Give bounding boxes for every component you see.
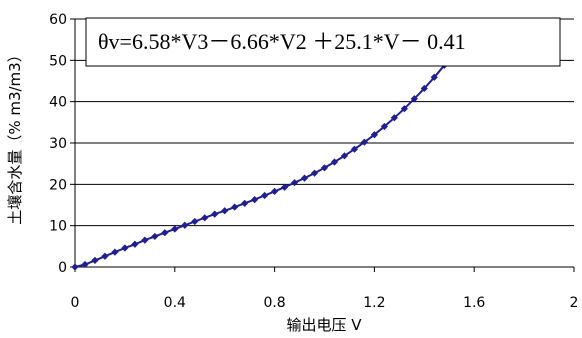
data-point <box>71 263 79 271</box>
y-tick-label: 10 <box>49 219 67 235</box>
data-point <box>141 236 149 244</box>
tick-labels: 0 10 20 30 40 50 60 0 0.4 0.8 1.2 1.6 2 <box>49 12 578 311</box>
y-tick-label: 30 <box>49 136 67 152</box>
equation-box <box>85 17 561 67</box>
y-axis-title: 土壤含水量（% m3/m3） <box>6 47 24 224</box>
data-point <box>131 240 139 248</box>
y-tick-label: 40 <box>49 95 67 111</box>
data-point <box>151 232 159 241</box>
data-point <box>400 105 408 113</box>
data-point <box>380 122 388 131</box>
data-point <box>221 207 229 215</box>
data-point <box>280 183 289 191</box>
data-point <box>121 244 129 252</box>
x-tick-label: 1.6 <box>463 295 485 311</box>
data-point <box>201 214 209 222</box>
data-point <box>350 145 359 153</box>
x-tick-label: 2 <box>570 295 579 311</box>
data-point <box>360 138 369 146</box>
data-series <box>71 22 478 271</box>
x-tick-label: 0 <box>71 295 80 311</box>
data-point <box>231 203 239 211</box>
data-point <box>181 221 189 229</box>
y-tick-label: 50 <box>49 53 67 69</box>
data-point <box>271 187 279 195</box>
data-point <box>320 164 329 172</box>
data-point <box>290 179 299 187</box>
data-point <box>211 210 219 218</box>
data-point <box>330 158 339 166</box>
data-point <box>171 225 179 233</box>
data-point <box>410 95 418 103</box>
x-tick-label: 0.4 <box>164 295 186 311</box>
data-point <box>310 169 319 177</box>
y-tick-label: 60 <box>49 12 67 28</box>
data-point <box>91 256 99 264</box>
x-tick-label: 1.2 <box>363 295 385 311</box>
data-point <box>261 191 269 200</box>
data-point <box>241 199 249 207</box>
y-tick-label: 20 <box>49 177 67 193</box>
data-point <box>420 84 428 93</box>
data-point <box>111 248 119 256</box>
data-point <box>430 73 438 81</box>
data-point <box>101 252 109 260</box>
data-point <box>81 260 89 269</box>
data-point <box>340 152 349 160</box>
data-point <box>251 196 259 204</box>
y-tick-label: 0 <box>58 260 67 276</box>
x-axis-title: 输出电压 V <box>286 316 362 334</box>
equation-annotation: θv=6.58*V3－6.66*V2 ＋25.1*V－ 0.41 <box>98 29 466 54</box>
data-point <box>300 174 309 182</box>
data-point <box>370 131 378 139</box>
data-point <box>161 229 169 237</box>
data-point <box>191 217 199 226</box>
data-point <box>390 114 398 122</box>
x-tick-label: 0.8 <box>263 295 285 311</box>
